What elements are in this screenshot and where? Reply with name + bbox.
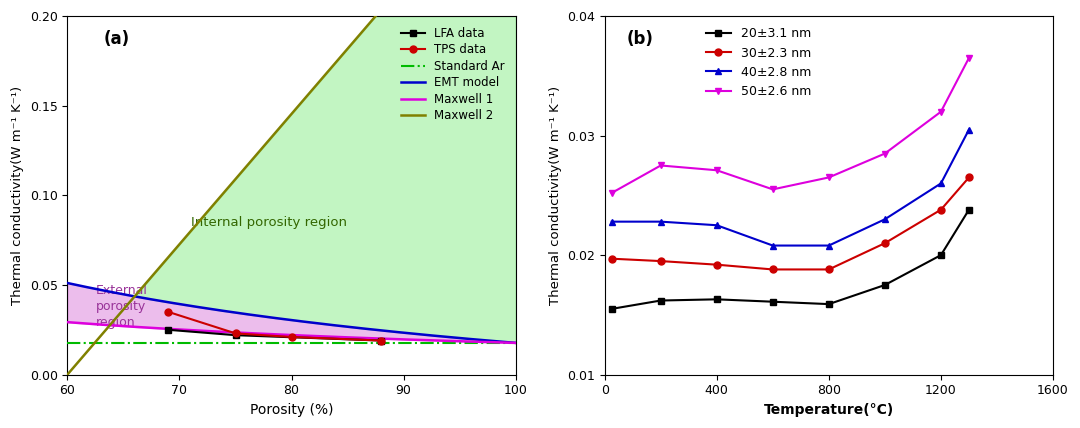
40±2.8 nm	[605, 219, 618, 224]
Line: 40±2.8 nm: 40±2.8 nm	[608, 126, 972, 249]
EMT model	[510, 340, 523, 345]
Legend: 20±3.1 nm, 30±2.3 nm, 40±2.8 nm, 50±2.6 nm: 20±3.1 nm, 30±2.3 nm, 40±2.8 nm, 50±2.6 …	[701, 22, 816, 103]
Standard Ar	[242, 340, 255, 345]
Maxwell 2	[348, 39, 361, 44]
Line: 20±3.1 nm: 20±3.1 nm	[608, 206, 972, 312]
Text: (b): (b)	[627, 30, 654, 48]
EMT model	[107, 290, 120, 295]
Line: Maxwell 1: Maxwell 1	[67, 322, 516, 343]
X-axis label: Temperature(°C): Temperature(°C)	[764, 403, 894, 417]
20±3.1 nm	[605, 306, 618, 312]
50±2.6 nm	[934, 109, 947, 114]
TPS data	[229, 331, 242, 336]
TPS data	[162, 309, 175, 315]
50±2.6 nm	[878, 151, 891, 156]
30±2.3 nm	[767, 267, 780, 272]
Maxwell 1	[107, 323, 120, 328]
EMT model	[419, 332, 432, 337]
Standard Ar	[60, 340, 73, 345]
40±2.8 nm	[767, 243, 780, 248]
30±2.3 nm	[605, 256, 618, 261]
40±2.8 nm	[934, 181, 947, 186]
Maxwell 2	[238, 167, 251, 172]
30±2.3 nm	[934, 207, 947, 212]
30±2.3 nm	[962, 175, 975, 180]
40±2.8 nm	[878, 217, 891, 222]
50±2.6 nm	[767, 187, 780, 192]
Line: 30±2.3 nm: 30±2.3 nm	[608, 174, 972, 273]
Maxwell 2	[232, 172, 245, 178]
Maxwell 1	[368, 336, 381, 341]
EMT model	[410, 331, 423, 336]
20±3.1 nm	[767, 299, 780, 304]
LFA data	[162, 327, 175, 333]
EMT model	[242, 312, 255, 317]
Legend: LFA data, TPS data, Standard Ar, EMT model, Maxwell 1, Maxwell 2: LFA data, TPS data, Standard Ar, EMT mod…	[396, 22, 510, 127]
20±3.1 nm	[654, 298, 667, 303]
Standard Ar	[368, 340, 381, 345]
20±3.1 nm	[822, 302, 835, 307]
Maxwell 2	[60, 372, 73, 377]
Standard Ar	[419, 340, 432, 345]
Maxwell 1	[60, 320, 73, 325]
20±3.1 nm	[711, 297, 724, 302]
40±2.8 nm	[962, 127, 975, 132]
50±2.6 nm	[654, 163, 667, 168]
50±2.6 nm	[711, 168, 724, 173]
LFA data	[229, 333, 242, 338]
Maxwell 1	[258, 331, 271, 336]
Maxwell 2	[377, 5, 390, 10]
TPS data	[375, 338, 388, 343]
Line: LFA data: LFA data	[165, 326, 384, 344]
40±2.8 nm	[711, 223, 724, 228]
Y-axis label: Thermal conductivity(W m⁻¹ K⁻¹): Thermal conductivity(W m⁻¹ K⁻¹)	[549, 86, 562, 305]
Maxwell 1	[242, 330, 255, 336]
50±2.6 nm	[962, 55, 975, 60]
30±2.3 nm	[654, 259, 667, 264]
20±3.1 nm	[934, 253, 947, 258]
30±2.3 nm	[878, 241, 891, 246]
Y-axis label: Thermal conductivity(W m⁻¹ K⁻¹): Thermal conductivity(W m⁻¹ K⁻¹)	[11, 86, 24, 305]
Text: Internal porosity region: Internal porosity region	[191, 216, 347, 229]
Maxwell 2	[255, 147, 268, 152]
30±2.3 nm	[711, 262, 724, 267]
Standard Ar	[258, 340, 271, 345]
Standard Ar	[410, 340, 423, 345]
30±2.3 nm	[822, 267, 835, 272]
Maxwell 1	[410, 337, 423, 342]
Maxwell 2	[322, 69, 335, 74]
Text: (a): (a)	[104, 30, 130, 48]
TPS data	[285, 334, 298, 339]
Text: External
porosity
region: External porosity region	[95, 284, 147, 329]
Line: Maxwell 2: Maxwell 2	[67, 8, 383, 374]
EMT model	[60, 280, 73, 285]
Maxwell 1	[510, 340, 523, 345]
20±3.1 nm	[878, 282, 891, 288]
Standard Ar	[107, 340, 120, 345]
Line: TPS data: TPS data	[165, 309, 384, 344]
50±2.6 nm	[822, 175, 835, 180]
EMT model	[368, 327, 381, 333]
Maxwell 2	[201, 209, 214, 214]
Line: 50±2.6 nm: 50±2.6 nm	[608, 54, 972, 196]
LFA data	[375, 338, 388, 343]
40±2.8 nm	[822, 243, 835, 248]
50±2.6 nm	[605, 190, 618, 196]
X-axis label: Porosity (%): Porosity (%)	[249, 403, 334, 417]
Standard Ar	[510, 340, 523, 345]
Maxwell 1	[419, 338, 432, 343]
20±3.1 nm	[962, 207, 975, 212]
EMT model	[258, 314, 271, 319]
40±2.8 nm	[654, 219, 667, 224]
Line: EMT model: EMT model	[67, 283, 516, 343]
